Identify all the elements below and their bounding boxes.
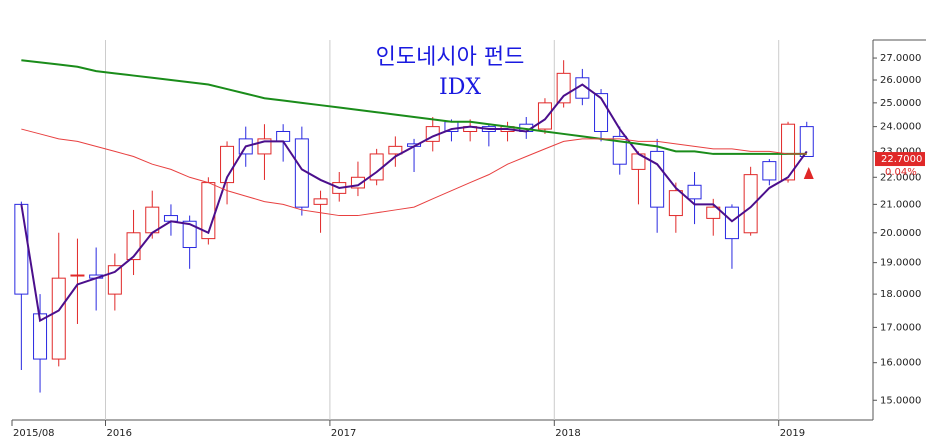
y-tick-label: 19.0000 [880, 258, 921, 269]
y-tick-label: 20.0000 [880, 228, 921, 239]
y-tick-label: 23.0000 [880, 146, 921, 157]
candle-body [537, 102, 552, 130]
candle-body [650, 150, 665, 208]
candle-body [14, 203, 29, 295]
candle-body [182, 220, 197, 249]
price-tag-label: 22.7000 [881, 154, 922, 165]
candle-body [743, 174, 758, 234]
candle-body [687, 184, 702, 200]
candle-body [668, 190, 683, 217]
x-tick-label: 2018 [555, 428, 580, 439]
y-tick-label: 21.0000 [880, 199, 921, 210]
moving-average [20, 83, 808, 323]
candle-body [612, 135, 627, 165]
candle-body [706, 206, 721, 219]
candle-body [388, 145, 403, 155]
candle-body [33, 313, 48, 360]
candle-body [724, 206, 739, 240]
y-tick-label: 22.0000 [880, 172, 921, 183]
candle-body [313, 198, 328, 205]
y-tick-label: 18.0000 [880, 289, 921, 300]
candle-body [276, 130, 291, 142]
chart-title: 인도네시아 펀드 [376, 45, 525, 70]
candle-body [556, 72, 571, 104]
y-tick-label: 15.0000 [880, 395, 921, 406]
candle-body [51, 277, 66, 360]
candle-body [107, 265, 122, 295]
moving-average [21, 59, 807, 155]
y-tick-label: 26.0000 [880, 75, 921, 86]
x-tick-label: 2019 [780, 428, 805, 439]
x-tick-label: 2016 [107, 428, 132, 439]
chart-subtitle: IDX [439, 75, 481, 100]
x-tick-label: 2015/08 [13, 428, 55, 439]
y-tick-label: 24.0000 [880, 122, 921, 133]
y-tick-label: 17.0000 [880, 322, 921, 333]
candle-body [350, 176, 365, 189]
candle-body [70, 274, 85, 277]
candle-body [762, 161, 777, 181]
price-tag [875, 152, 925, 167]
y-tick-label: 16.0000 [880, 358, 921, 369]
change-label: 0.04% [885, 167, 917, 178]
y-tick-label: 27.0000 [880, 53, 921, 64]
y-tick-label: 25.0000 [880, 98, 921, 109]
x-tick-label: 2017 [331, 428, 356, 439]
moving-average [21, 128, 807, 217]
candle-body [799, 126, 814, 157]
candle-body [781, 123, 796, 181]
arrow [803, 167, 814, 180]
